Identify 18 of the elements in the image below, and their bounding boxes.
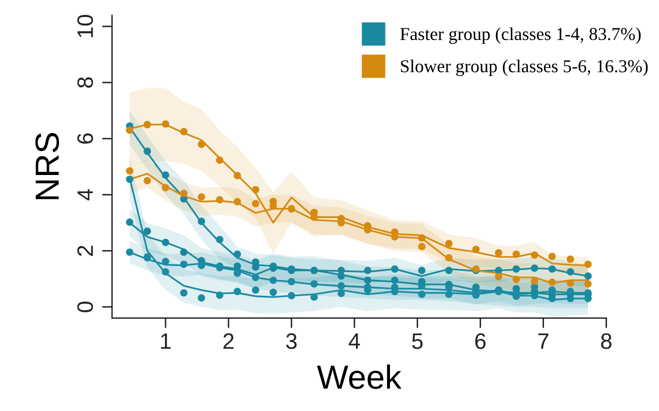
y-axis-title: NRS [35,133,60,200]
x-tick-label: 6 [475,333,486,350]
y-tick-label: 4 [78,189,93,200]
x-tick-label: 2 [223,333,234,349]
y-tick-label: 10 [77,14,94,38]
y-tick-label: 2 [77,246,93,256]
x-tick-label: 4 [348,334,360,349]
x-tick-label: 8 [601,333,612,350]
x-tick-label: 1 [161,334,171,349]
y-tick-label: 8 [77,77,94,88]
y-tick-label: 6 [77,133,94,144]
x-tick-label: 7 [538,334,548,349]
x-tick-label: 5 [412,334,423,350]
x-tick-label: 3 [286,333,297,350]
legend-label: Slower group (classes 5-6, 16.3%) [400,60,648,76]
y-tick-label: 0 [77,302,94,312]
x-axis-title: Week [316,364,402,390]
legend-label: Faster group (classes 1-4, 83.7%) [400,27,641,44]
